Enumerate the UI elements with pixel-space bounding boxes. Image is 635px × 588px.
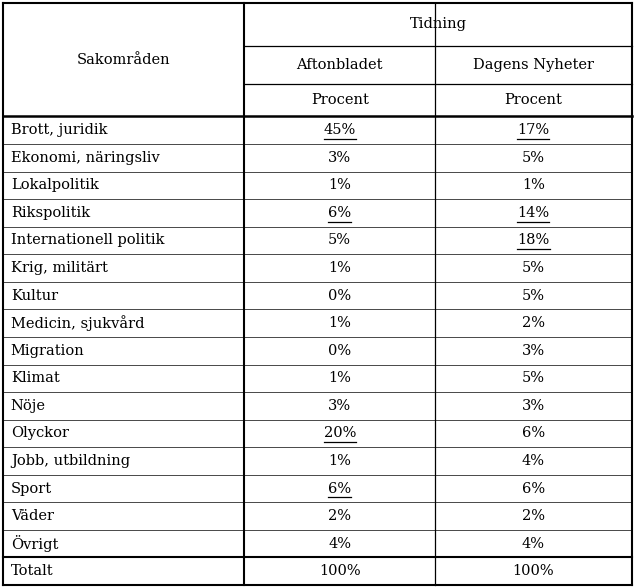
Text: 17%: 17% (518, 123, 549, 137)
Text: Dagens Nyheter: Dagens Nyheter (473, 58, 594, 72)
Text: Kultur: Kultur (11, 289, 58, 303)
Text: Ekonomi, näringsliv: Ekonomi, näringsliv (11, 151, 159, 165)
Text: 3%: 3% (522, 344, 545, 358)
Text: 3%: 3% (328, 399, 351, 413)
Text: 100%: 100% (512, 564, 554, 578)
Text: Internationell politik: Internationell politik (11, 233, 164, 248)
Text: Rikspolitik: Rikspolitik (11, 206, 90, 220)
Text: 20%: 20% (324, 426, 356, 440)
Text: Procent: Procent (504, 93, 563, 107)
Text: 1%: 1% (328, 371, 351, 385)
Text: Lokalpolitik: Lokalpolitik (11, 178, 98, 192)
Text: 2%: 2% (522, 316, 545, 330)
Text: 3%: 3% (522, 399, 545, 413)
Text: 6%: 6% (522, 426, 545, 440)
Text: 18%: 18% (518, 233, 549, 248)
Text: Procent: Procent (311, 93, 369, 107)
Text: 0%: 0% (328, 289, 351, 303)
Text: 5%: 5% (522, 371, 545, 385)
Text: 100%: 100% (319, 564, 361, 578)
Text: 6%: 6% (522, 482, 545, 496)
Text: Sakområden: Sakområden (77, 53, 171, 66)
Text: 6%: 6% (328, 482, 351, 496)
Text: 1%: 1% (328, 316, 351, 330)
Text: 1%: 1% (328, 261, 351, 275)
Text: Klimat: Klimat (11, 371, 60, 385)
Text: Jobb, utbildning: Jobb, utbildning (11, 454, 130, 468)
Text: 5%: 5% (522, 151, 545, 165)
Text: 5%: 5% (522, 261, 545, 275)
Text: 3%: 3% (328, 151, 351, 165)
Text: 45%: 45% (324, 123, 356, 137)
Text: Övrigt: Övrigt (11, 535, 58, 552)
Text: 1%: 1% (522, 178, 545, 192)
Text: 4%: 4% (522, 537, 545, 551)
Text: 4%: 4% (328, 537, 351, 551)
Text: Nöje: Nöje (11, 399, 46, 413)
Text: Totalt: Totalt (11, 564, 53, 578)
Text: 5%: 5% (328, 233, 351, 248)
Text: 4%: 4% (522, 454, 545, 468)
Text: Migration: Migration (11, 344, 84, 358)
Text: Aftonbladet: Aftonbladet (297, 58, 383, 72)
Text: Väder: Väder (11, 509, 54, 523)
Text: 2%: 2% (522, 509, 545, 523)
Text: 6%: 6% (328, 206, 351, 220)
Text: Krig, militärt: Krig, militärt (11, 261, 108, 275)
Text: Tidning: Tidning (410, 18, 467, 31)
Text: Brott, juridik: Brott, juridik (11, 123, 107, 137)
Text: 5%: 5% (522, 289, 545, 303)
Text: 1%: 1% (328, 178, 351, 192)
Text: 2%: 2% (328, 509, 351, 523)
Text: 14%: 14% (518, 206, 549, 220)
Text: 1%: 1% (328, 454, 351, 468)
Text: Sport: Sport (11, 482, 52, 496)
Text: Medicin, sjukvård: Medicin, sjukvård (11, 315, 144, 331)
Text: 0%: 0% (328, 344, 351, 358)
Text: Olyckor: Olyckor (11, 426, 69, 440)
